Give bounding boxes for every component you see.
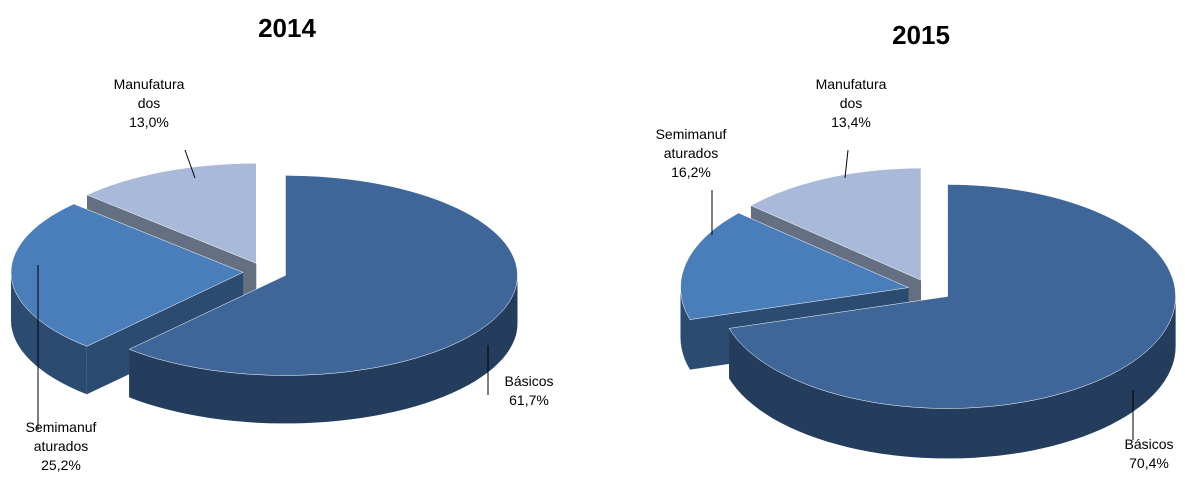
slice-label: Manufaturados 13,0% xyxy=(110,75,188,132)
slice-rim-shade xyxy=(680,287,690,370)
value-label: 13,4% xyxy=(831,114,871,130)
slice-label: Semimanufaturados 25,2% xyxy=(22,418,100,475)
value-label: 61,7% xyxy=(509,392,549,408)
slice xyxy=(86,163,257,264)
category-label: Básicos xyxy=(1124,436,1174,452)
category-label: Manufaturados xyxy=(815,76,887,111)
slice-label: Básicos 70,4% xyxy=(1110,435,1185,473)
slice xyxy=(10,203,244,347)
slice-label: Manufaturados 13,4% xyxy=(812,75,890,132)
slice xyxy=(128,175,518,376)
value-label: 13,0% xyxy=(129,114,169,130)
slice-label: Básicos 61,7% xyxy=(490,372,568,410)
category-label: Manufaturados xyxy=(113,76,185,111)
chart-title: 2015 xyxy=(892,20,950,50)
slice-label: Semimanufaturados 16,2% xyxy=(652,125,730,182)
slice xyxy=(728,184,1176,409)
leader-line xyxy=(844,149,849,179)
slice xyxy=(750,167,922,281)
category-label: Semimanufaturados xyxy=(25,419,97,454)
slice-rim xyxy=(729,296,1176,459)
slice-rim xyxy=(680,287,690,370)
slice xyxy=(680,212,910,320)
category-label: Semimanufaturados xyxy=(655,126,727,161)
leader-line xyxy=(184,149,196,179)
slice-rim-shade xyxy=(729,296,1176,459)
slice-rim xyxy=(11,272,87,395)
category-label: Básicos xyxy=(504,373,554,389)
value-label: 16,2% xyxy=(671,164,711,180)
slice-rim-shade xyxy=(11,272,87,395)
value-label: 25,2% xyxy=(41,457,81,473)
slice-rim xyxy=(129,275,518,424)
chart-title: 2014 xyxy=(258,13,316,43)
value-label: 70,4% xyxy=(1129,455,1169,471)
slice-rim-shade xyxy=(129,275,518,424)
